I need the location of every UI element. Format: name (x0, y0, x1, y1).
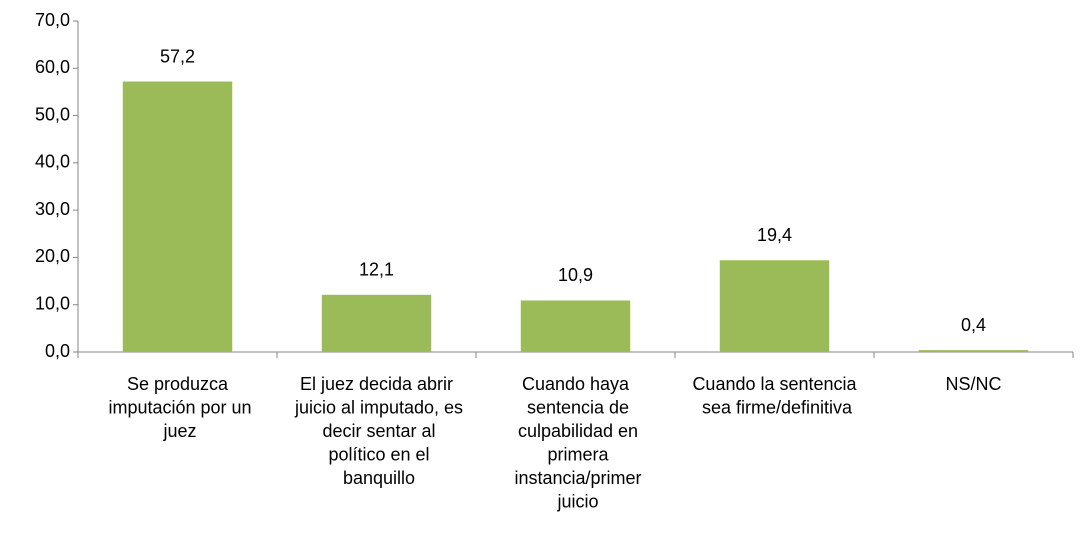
bar (122, 81, 233, 353)
bar (719, 260, 830, 352)
data-label: 10,9 (558, 265, 593, 285)
y-tick-label: 20,0 (35, 246, 70, 266)
bar (321, 294, 432, 352)
data-label: 0,4 (961, 315, 986, 335)
x-tick-label: Se produzca imputación por un juez (103, 374, 251, 441)
bar (918, 350, 1029, 352)
data-label: 57,2 (160, 46, 195, 66)
y-tick-label: 40,0 (35, 152, 70, 172)
x-tick-label: El juez decida abrir juicio al imputado,… (290, 374, 463, 488)
y-tick-label: 70,0 (35, 10, 70, 30)
data-label: 19,4 (757, 225, 792, 245)
y-tick-label: 30,0 (35, 199, 70, 219)
x-tick-label: Cuando haya sentencia de culpabilidad en… (509, 374, 641, 512)
x-tick-label: Cuando la sentencia sea firme/definitiva (692, 374, 857, 418)
bar (520, 300, 631, 352)
data-label: 12,1 (359, 260, 394, 280)
y-tick-label: 10,0 (35, 293, 70, 313)
x-tick-label: NS/NC (945, 374, 1001, 394)
y-tick-label: 50,0 (35, 104, 70, 124)
y-tick-label: 0,0 (45, 341, 70, 361)
y-tick-label: 60,0 (35, 57, 70, 77)
